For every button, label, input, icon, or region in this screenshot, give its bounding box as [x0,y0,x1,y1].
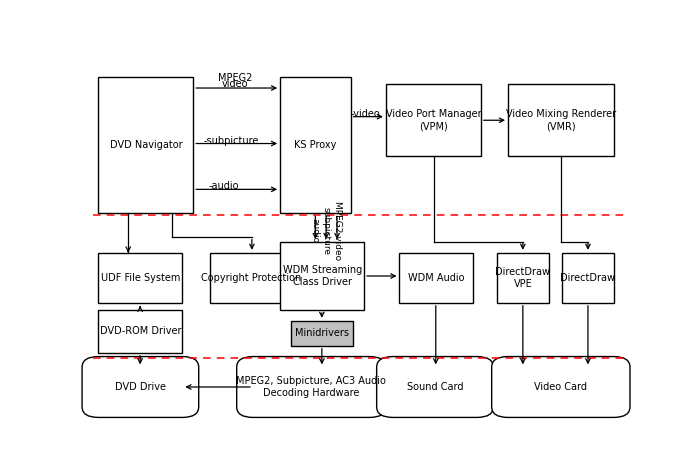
Bar [209,253,294,303]
Text: DVD Navigator: DVD Navigator [109,140,182,150]
Text: Minidrivers: Minidrivers [295,328,349,339]
Text: video: video [222,80,248,89]
Text: DVD-ROM Driver: DVD-ROM Driver [99,326,181,337]
Text: DVD Drive: DVD Drive [115,382,166,392]
Text: subpicture: subpicture [322,206,330,254]
Text: DirectDraw: DirectDraw [561,273,615,283]
Bar [562,253,614,303]
Text: MPEG2, Subpicture, AC3 Audio
Decoding Hardware: MPEG2, Subpicture, AC3 Audio Decoding Ha… [237,376,386,398]
Bar [98,77,193,213]
Text: Video Card: Video Card [534,382,587,392]
Text: Copyright Protection: Copyright Protection [202,273,302,283]
FancyBboxPatch shape [377,357,494,418]
Text: -video: -video [351,109,380,119]
Text: -audio: -audio [209,181,239,192]
Text: DirectDraw
VPE: DirectDraw VPE [496,267,550,289]
Bar [98,253,183,303]
Text: -subpicture: -subpicture [203,136,258,146]
Bar [291,321,354,346]
Text: MPEG2: MPEG2 [218,73,252,83]
Bar [280,77,351,213]
Text: audio: audio [311,218,320,243]
Text: Video Port Manager
(VPM): Video Port Manager (VPM) [386,109,481,131]
Text: Video Mixing Renderer
(VMR): Video Mixing Renderer (VMR) [506,109,616,131]
Text: Sound Card: Sound Card [407,382,463,392]
Bar [400,253,473,303]
Text: WDM Streaming
Class Driver: WDM Streaming Class Driver [283,265,362,287]
Bar [98,310,183,353]
Bar [508,85,614,156]
Text: WDM Audio: WDM Audio [408,273,464,283]
Text: MPEG2 video: MPEG2 video [332,201,342,260]
FancyBboxPatch shape [82,357,199,418]
Text: KS Proxy: KS Proxy [294,140,337,150]
Bar [386,85,481,156]
Text: UDF File System: UDF File System [101,273,180,283]
Bar [497,253,549,303]
Bar [280,242,364,310]
FancyBboxPatch shape [491,357,630,418]
FancyBboxPatch shape [237,357,386,418]
